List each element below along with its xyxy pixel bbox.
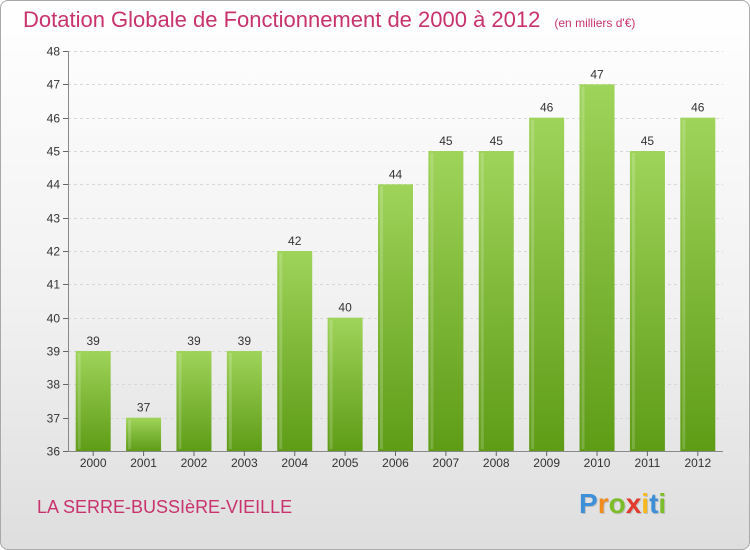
bar-highlight [279, 253, 283, 449]
bar [277, 251, 313, 451]
bar-value-label: 45 [490, 134, 504, 148]
bar-value-label: 46 [540, 101, 554, 115]
x-tick-label: 2004 [281, 456, 308, 470]
bar [529, 117, 565, 452]
x-tick-label: 2010 [584, 456, 611, 470]
chart-title: Dotation Globale de Fonctionnement de 20… [23, 7, 541, 32]
bar-highlight [329, 319, 333, 449]
proxiti-logo[interactable]: Proxiti [579, 488, 666, 520]
axes [63, 51, 723, 456]
x-tick-label: 2001 [130, 456, 157, 470]
bar [428, 151, 464, 451]
logo-letter: x [625, 488, 642, 519]
commune-name: LA SERRE-BUSSIèRE-VIEILLE [37, 497, 293, 517]
y-tick-label: 39 [47, 345, 61, 359]
bar [75, 351, 111, 451]
x-tick-label: 2005 [332, 456, 359, 470]
logo-letter: r [597, 488, 609, 519]
bar-highlight [480, 153, 484, 449]
bar [126, 417, 162, 451]
bar-value-label: 42 [288, 234, 302, 248]
bar [226, 351, 262, 451]
bar [478, 151, 514, 451]
bar-highlight [682, 119, 686, 450]
y-tick-label: 43 [47, 212, 61, 226]
x-tick-label: 2006 [382, 456, 409, 470]
y-tick-label: 38 [47, 378, 61, 392]
x-tick-label: 2000 [80, 456, 107, 470]
x-tick-label: 2003 [231, 456, 258, 470]
bar-value-label: 45 [439, 134, 453, 148]
x-tick-label: 2008 [483, 456, 510, 470]
bar [176, 351, 212, 451]
logo-letter: o [608, 488, 626, 519]
title-block: Dotation Globale de Fonctionnement de 20… [23, 7, 635, 33]
labels: 36 37 38 39 40 41 42 43 44 45 46 47 48 39 2000 37 2001 39… [47, 45, 712, 471]
logo-letter: P [579, 488, 598, 519]
bars [75, 84, 716, 452]
bar-highlight [631, 153, 635, 449]
y-tick-label: 44 [47, 178, 61, 192]
bar-highlight [380, 186, 383, 450]
bar [378, 184, 413, 452]
bar-highlight [77, 353, 81, 449]
bar-highlight [430, 153, 434, 449]
logo-letter: i [658, 488, 667, 519]
bar-highlight [531, 119, 535, 450]
x-tick-label: 2012 [684, 456, 711, 470]
bar [327, 317, 363, 451]
y-tick-label: 47 [47, 78, 61, 92]
y-tick-label: 37 [47, 412, 61, 426]
y-tick-label: 48 [47, 45, 61, 59]
logo-letter: t [649, 488, 659, 519]
bar-highlight [178, 353, 182, 449]
y-tick-label: 45 [47, 145, 61, 159]
x-tick-label: 2002 [181, 456, 208, 470]
x-tick-label: 2007 [433, 456, 460, 470]
y-tick-label: 41 [47, 278, 61, 292]
bar-value-label: 44 [389, 167, 403, 181]
chart-subtitle: (en milliers d'€) [554, 16, 636, 30]
bar [629, 151, 665, 451]
bar-highlight [581, 86, 585, 449]
x-tick-label: 2011 [635, 456, 661, 470]
y-tick-label: 46 [47, 112, 61, 126]
bar-value-label: 45 [641, 134, 655, 148]
bar-value-label: 46 [691, 101, 705, 115]
y-tick-label: 42 [47, 245, 61, 259]
bar [579, 84, 615, 451]
y-tick-label: 36 [47, 445, 61, 459]
y-tick-label: 40 [47, 312, 61, 326]
x-tick-label: 2009 [533, 456, 560, 470]
bar-value-label: 39 [238, 334, 252, 348]
bar-highlight [228, 353, 232, 449]
bar-value-label: 39 [187, 334, 201, 348]
bar-value-label: 39 [87, 334, 101, 348]
bar-value-label: 47 [590, 67, 604, 81]
logo-letter: i [641, 488, 650, 519]
bar-value-label: 37 [137, 401, 151, 415]
bar [680, 117, 716, 452]
bar-highlight [128, 419, 132, 449]
bar-value-label: 40 [338, 301, 352, 315]
